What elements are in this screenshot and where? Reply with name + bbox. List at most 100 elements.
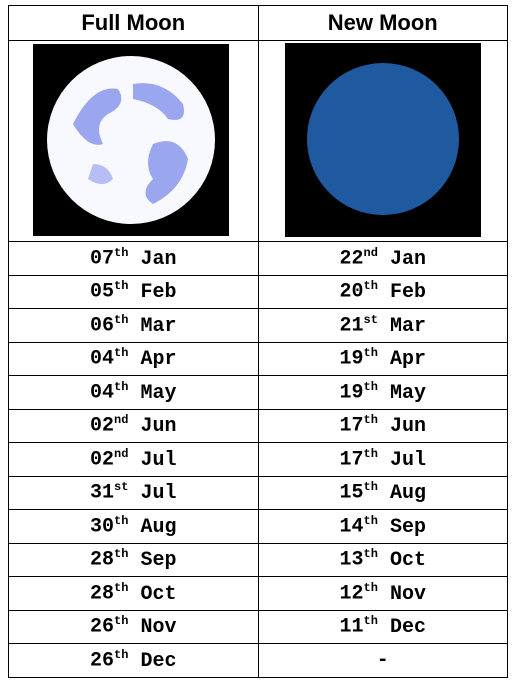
day: 28 <box>90 549 114 572</box>
full-moon-image <box>33 44 233 238</box>
day-suffix: nd <box>114 413 128 427</box>
day-suffix: th <box>364 413 378 427</box>
day-suffix: th <box>114 346 128 360</box>
month: Dec <box>390 616 426 639</box>
day: 04 <box>90 382 114 405</box>
day-suffix: th <box>114 614 128 628</box>
month: Feb <box>140 281 176 304</box>
day-suffix: th <box>114 547 128 561</box>
month: Jan <box>390 248 426 271</box>
header-cell: Full Moon <box>9 6 259 41</box>
day: 20 <box>340 281 364 304</box>
date-cell: - <box>258 644 508 678</box>
day: 02 <box>90 415 114 438</box>
date-cell: 17th Jul <box>258 443 508 477</box>
month: Oct <box>140 583 176 606</box>
date-cell: 31st Jul <box>9 476 259 510</box>
day-suffix: th <box>364 514 378 528</box>
header-row: Full Moon New Moon <box>9 6 508 41</box>
day-suffix: st <box>364 313 378 327</box>
day-suffix: th <box>114 380 128 394</box>
day-suffix: th <box>114 279 128 293</box>
day: 17 <box>340 449 364 472</box>
day-suffix: th <box>114 514 128 528</box>
day-suffix: nd <box>364 246 378 260</box>
date-row: 07th Jan 22nd Jan <box>9 242 508 276</box>
date-cell: 26th Nov <box>9 610 259 644</box>
date-cell: 28th Oct <box>9 577 259 611</box>
month: Mar <box>140 315 176 338</box>
day: 07 <box>90 248 114 271</box>
day-suffix: th <box>114 581 128 595</box>
page: Full Moon New Moon 07thJa <box>0 0 515 682</box>
day: 02 <box>90 449 114 472</box>
day-suffix: th <box>364 380 378 394</box>
day-suffix: th <box>364 447 378 461</box>
day: 11 <box>340 616 364 639</box>
date-cell: 22nd Jan <box>258 242 508 276</box>
date-row: 02nd Jul 17th Jul <box>9 443 508 477</box>
date-cell: 19th May <box>258 376 508 410</box>
month: May <box>390 382 426 405</box>
day-suffix: th <box>364 480 378 494</box>
month: Nov <box>390 583 426 606</box>
day: 30 <box>90 516 114 539</box>
image-cell <box>258 41 508 242</box>
month: Nov <box>140 616 176 639</box>
day: 12 <box>340 583 364 606</box>
day: 31 <box>90 482 114 505</box>
month: Sep <box>140 549 176 572</box>
date-cell: 07th Jan <box>9 242 259 276</box>
day: 15 <box>340 482 364 505</box>
month: Oct <box>390 549 426 572</box>
month: Jul <box>140 482 176 505</box>
day: 14 <box>340 516 364 539</box>
image-row <box>9 41 508 242</box>
month: Jul <box>140 449 176 472</box>
month: Jul <box>390 449 426 472</box>
date-cell: 21st Mar <box>258 309 508 343</box>
month: Jun <box>140 415 176 438</box>
day-suffix: th <box>364 614 378 628</box>
date-cell: 28th Sep <box>9 543 259 577</box>
month: Aug <box>390 482 426 505</box>
header-cell: New Moon <box>258 6 508 41</box>
day: 21 <box>340 315 364 338</box>
month: Sep <box>390 516 426 539</box>
day-suffix: nd <box>114 447 128 461</box>
date-cell: 02nd Jul <box>9 443 259 477</box>
day: 28 <box>90 583 114 606</box>
day-suffix: st <box>114 480 128 494</box>
day: 22 <box>340 248 364 271</box>
day: 17 <box>340 415 364 438</box>
month: Mar <box>390 315 426 338</box>
date-row: 31st Jul 15th Aug <box>9 476 508 510</box>
day-suffix: th <box>114 246 128 260</box>
day: 04 <box>90 348 114 371</box>
month: Jan <box>140 248 176 271</box>
day-suffix: th <box>364 279 378 293</box>
new-moon-image <box>283 43 483 239</box>
day: 19 <box>340 382 364 405</box>
day: 26 <box>90 616 114 639</box>
date-cell: 11th Dec <box>258 610 508 644</box>
day-suffix: th <box>364 346 378 360</box>
